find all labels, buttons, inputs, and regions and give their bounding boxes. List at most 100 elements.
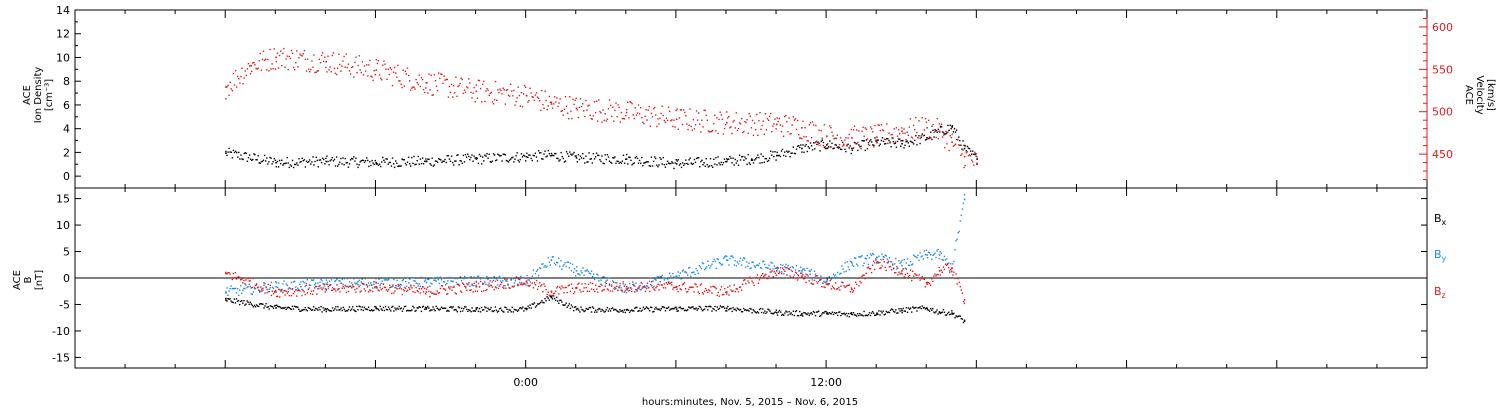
data-point bbox=[513, 308, 516, 311]
data-point bbox=[818, 310, 820, 312]
data-point bbox=[540, 152, 542, 154]
data-point bbox=[477, 282, 480, 285]
data-point bbox=[326, 155, 328, 157]
data-point bbox=[507, 161, 510, 163]
data-point bbox=[305, 284, 307, 286]
data-point bbox=[443, 307, 446, 309]
data-point bbox=[805, 313, 807, 315]
data-point bbox=[473, 276, 475, 278]
data-point bbox=[415, 282, 417, 284]
data-point bbox=[778, 117, 780, 120]
data-point bbox=[694, 283, 696, 285]
data-point bbox=[883, 256, 885, 258]
data-point bbox=[732, 307, 734, 309]
data-point bbox=[900, 308, 902, 310]
data-point bbox=[485, 155, 487, 157]
data-point bbox=[752, 309, 754, 311]
data-point bbox=[745, 309, 747, 311]
data-point bbox=[944, 133, 946, 135]
data-point bbox=[651, 285, 653, 287]
data-point bbox=[837, 146, 840, 148]
data-point bbox=[542, 291, 544, 293]
data-point bbox=[773, 270, 775, 273]
b-tick-label: 0 bbox=[63, 272, 70, 285]
data-point bbox=[604, 113, 606, 115]
data-point bbox=[333, 67, 336, 70]
data-point bbox=[912, 263, 914, 265]
data-point bbox=[254, 288, 257, 290]
data-point bbox=[888, 266, 891, 268]
data-point bbox=[365, 283, 368, 286]
data-point bbox=[402, 308, 405, 310]
data-point bbox=[422, 163, 425, 165]
data-point bbox=[549, 155, 552, 157]
data-point bbox=[928, 137, 930, 140]
data-point bbox=[283, 290, 285, 292]
data-point bbox=[394, 286, 396, 289]
data-point bbox=[693, 128, 696, 130]
data-point bbox=[290, 281, 293, 284]
data-point bbox=[393, 66, 396, 69]
data-point bbox=[451, 307, 453, 309]
data-point bbox=[908, 145, 910, 147]
data-point bbox=[570, 110, 572, 112]
data-point bbox=[698, 305, 700, 308]
data-point bbox=[249, 301, 251, 303]
data-point bbox=[794, 152, 797, 155]
data-point bbox=[826, 312, 828, 315]
data-point bbox=[555, 101, 557, 103]
data-point bbox=[672, 288, 674, 290]
data-point bbox=[677, 271, 679, 273]
data-point bbox=[229, 298, 231, 300]
data-point bbox=[565, 286, 567, 289]
data-point bbox=[813, 311, 816, 314]
data-point bbox=[554, 264, 557, 266]
data-point bbox=[785, 267, 787, 269]
data-point bbox=[285, 162, 287, 164]
data-point bbox=[602, 289, 604, 291]
data-point bbox=[542, 158, 544, 160]
data-point bbox=[953, 312, 955, 315]
data-point bbox=[580, 306, 582, 308]
data-point bbox=[331, 54, 333, 57]
data-point bbox=[797, 315, 800, 317]
data-point bbox=[820, 275, 822, 277]
data-point bbox=[378, 163, 381, 165]
data-point bbox=[820, 279, 822, 281]
data-point bbox=[448, 158, 451, 160]
data-point bbox=[228, 298, 230, 300]
data-point bbox=[251, 286, 253, 289]
data-point bbox=[360, 71, 362, 74]
data-point bbox=[246, 68, 249, 70]
data-point bbox=[698, 112, 700, 114]
data-point bbox=[919, 252, 921, 254]
data-point bbox=[225, 299, 227, 301]
data-point bbox=[405, 164, 408, 166]
data-point bbox=[834, 137, 836, 139]
data-point bbox=[653, 285, 655, 288]
data-point bbox=[330, 71, 332, 73]
data-point bbox=[298, 158, 300, 160]
data-point bbox=[513, 161, 515, 163]
data-point bbox=[530, 307, 532, 309]
data-point bbox=[897, 138, 900, 140]
data-point bbox=[905, 268, 908, 270]
data-point bbox=[814, 148, 816, 150]
data-point bbox=[720, 264, 723, 266]
data-point bbox=[689, 266, 691, 269]
data-point bbox=[265, 58, 267, 60]
data-point bbox=[309, 159, 311, 161]
data-point bbox=[756, 113, 758, 116]
data-point bbox=[788, 117, 790, 119]
data-point bbox=[509, 287, 511, 289]
data-point bbox=[577, 116, 580, 119]
data-point bbox=[868, 312, 871, 314]
data-point bbox=[557, 285, 559, 288]
data-point bbox=[350, 157, 353, 160]
data-point bbox=[520, 153, 523, 155]
data-point bbox=[578, 158, 581, 161]
data-point bbox=[598, 285, 600, 288]
data-point bbox=[790, 132, 792, 135]
data-point bbox=[714, 305, 716, 308]
data-point bbox=[373, 163, 375, 166]
